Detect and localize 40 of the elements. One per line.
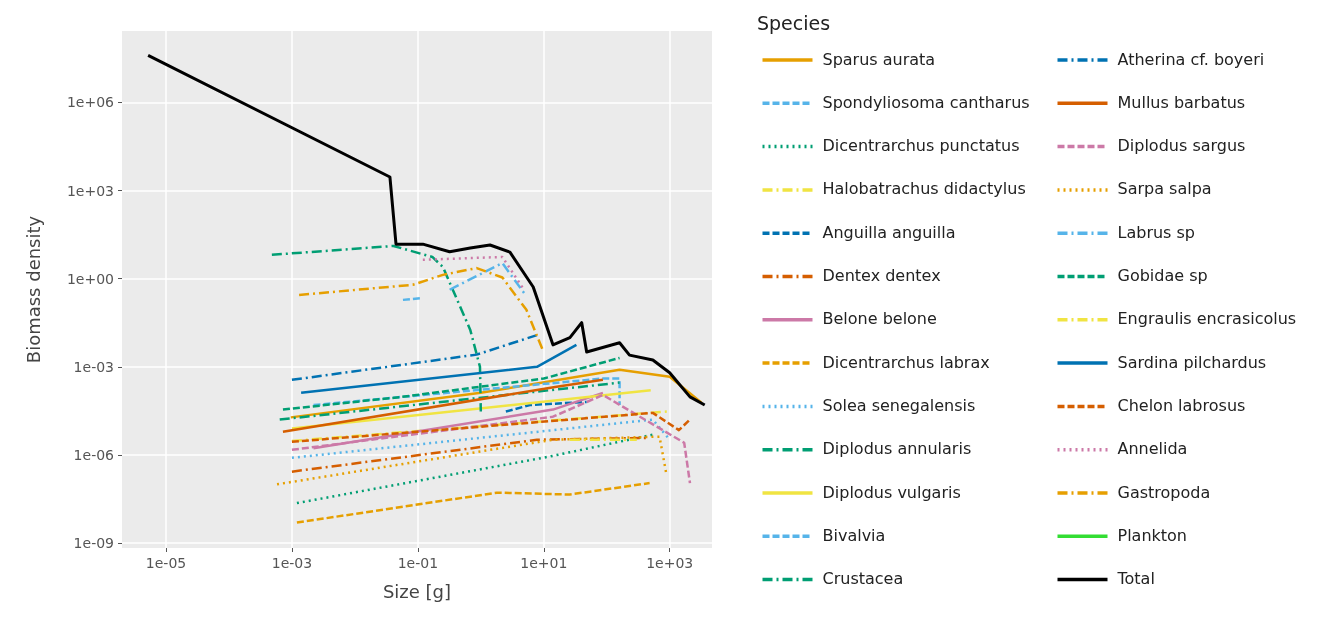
legend-label: Gastropoda	[1117, 482, 1211, 502]
x-tick-label: 1e-01	[397, 555, 439, 571]
x-tick-label: 1e+03	[646, 555, 694, 571]
legend-label: Spondyliosoma cantharus	[822, 92, 1030, 112]
legend-label: Diplodus sargus	[1117, 136, 1246, 156]
legend-label: Crustacea	[822, 569, 904, 589]
x-tick-label: 1e+01	[520, 555, 568, 571]
legend-label: Diplodus annularis	[822, 439, 972, 459]
legend-label: Plankton	[1117, 525, 1188, 545]
legend-label: Dentex dentex	[822, 266, 941, 285]
legend-label: Engraulis encrasicolus	[1117, 309, 1297, 329]
y-axis-title: Biomass density	[22, 215, 44, 364]
legend-label: Solea senegalensis	[822, 395, 976, 415]
legend-label: Annelida	[1117, 439, 1188, 459]
legend-label: Gobidae sp	[1117, 266, 1208, 285]
legend-label: Sarpa salpa	[1117, 179, 1212, 199]
legend-label: Dicentrarchus punctatus	[822, 136, 1020, 156]
y-tick-label: 1e+06	[66, 94, 115, 111]
y-tick-label: 1e-06	[73, 446, 115, 463]
y-tick-label: 1e-09	[73, 535, 114, 552]
x-axis-title: Size [g]	[382, 580, 452, 602]
legend-label: Anguilla anguilla	[822, 222, 956, 242]
y-tick-label: 1e-03	[73, 358, 114, 375]
x-tick-label: 1e-05	[145, 555, 187, 571]
legend-label: Labrus sp	[1117, 222, 1196, 242]
legend-label: Atherina cf. boyeri	[1117, 49, 1265, 69]
legend-label: Total	[1116, 569, 1155, 589]
legend-label: Sparus aurata	[822, 49, 936, 69]
y-tick-label: 1e+00	[66, 270, 114, 287]
legend-label: Chelon labrosus	[1117, 395, 1246, 415]
legend-label: Sardina pilchardus	[1117, 352, 1267, 372]
legend-label: Mullus barbatus	[1117, 92, 1246, 112]
legend-label: Diplodus vulgaris	[822, 482, 961, 502]
legend-label: Belone belone	[822, 309, 937, 329]
legend-title: Species	[757, 11, 831, 34]
y-tick-label: 1e+03	[66, 182, 114, 199]
legend-label: Bivalvia	[822, 525, 886, 545]
legend-label: Halobatrachus didactylus	[822, 179, 1026, 199]
x-tick-label: 1e-03	[271, 555, 313, 571]
legend-label: Dicentrarchus labrax	[822, 352, 990, 372]
